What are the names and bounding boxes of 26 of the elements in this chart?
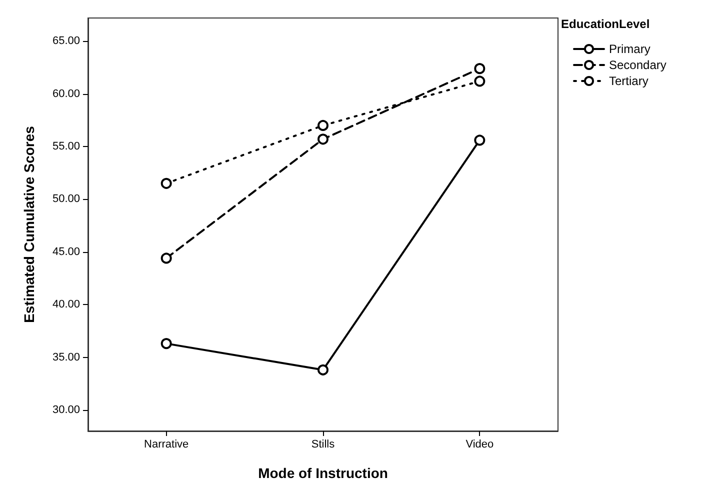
- point: [318, 120, 328, 131]
- y-axis-title: Estimated Cumulative Scores: [21, 126, 37, 323]
- y-tick-label: 30.00: [52, 404, 80, 416]
- point: [474, 76, 486, 87]
- x-axis-title: Mode of Instruction: [258, 465, 388, 481]
- point: [160, 338, 172, 350]
- point: [160, 252, 172, 264]
- y-tick-label: 65.00: [52, 35, 80, 48]
- y-tick-label: 60.00: [52, 88, 80, 100]
- legend-label: Primary: [609, 42, 650, 56]
- y-tick-label: 45.00: [52, 246, 80, 258]
- point: [318, 364, 328, 376]
- y-tick-label: 40.00: [52, 298, 80, 311]
- point: [160, 178, 172, 189]
- point: [474, 134, 486, 146]
- y-tick-label: 35.00: [52, 351, 80, 364]
- point: [318, 134, 328, 145]
- legend-title: EducationLevel: [561, 17, 650, 31]
- legend-label: Tertiary: [609, 74, 648, 88]
- x-tick-label: Stills: [311, 438, 336, 450]
- legend-label: Secondary: [609, 58, 666, 72]
- point: [474, 63, 486, 74]
- y-tick-label: 55.00: [52, 140, 80, 153]
- x-tick-label: Video: [466, 438, 494, 450]
- y-tick-label: 50.00: [52, 193, 80, 206]
- x-tick-label: Narrative: [144, 438, 189, 450]
